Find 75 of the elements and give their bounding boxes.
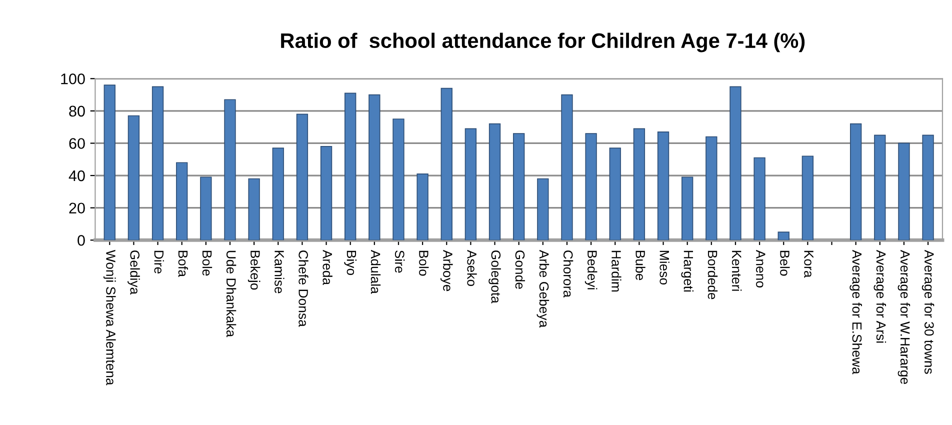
bar bbox=[585, 133, 597, 240]
y-tick-label: 0 bbox=[78, 234, 85, 246]
x-tick-label: Average for 30 towns bbox=[922, 250, 934, 374]
bar bbox=[561, 94, 573, 240]
bar bbox=[392, 118, 404, 240]
x-tick-label: Arbe Gebeya bbox=[536, 250, 550, 328]
x-tick-label: Sire bbox=[394, 250, 405, 273]
bar bbox=[681, 176, 694, 240]
bar bbox=[488, 123, 501, 240]
bar bbox=[706, 136, 718, 240]
bar bbox=[320, 146, 332, 240]
x-tick-label: Areda bbox=[322, 250, 332, 286]
bar bbox=[850, 123, 862, 240]
x-tick-label: Ude Dhankaka bbox=[226, 250, 236, 338]
x-tick-label: Dire bbox=[154, 250, 164, 274]
x-tick-label: Aneno bbox=[756, 250, 766, 288]
bar bbox=[464, 128, 477, 240]
bar bbox=[176, 162, 188, 240]
x-tick-label: Chorora bbox=[563, 250, 574, 298]
x-tick-label: Bube bbox=[636, 250, 646, 280]
x-tick-label: Bekejo bbox=[248, 250, 260, 290]
y-tick-label: 20 bbox=[69, 202, 85, 214]
x-tick-label: Kamise bbox=[274, 250, 284, 294]
y-tick-label: 60 bbox=[69, 138, 85, 149]
bar bbox=[272, 148, 284, 240]
x-tick-label: Bordede bbox=[708, 250, 718, 300]
bar bbox=[296, 114, 308, 240]
x-tick-label: Gonde bbox=[515, 250, 525, 289]
x-tick-label: Bole bbox=[202, 250, 212, 276]
bar bbox=[368, 94, 380, 240]
bar bbox=[513, 133, 525, 240]
bar bbox=[104, 84, 116, 240]
x-tick-label: Biyo bbox=[344, 250, 356, 275]
x-tick-label: Bofa bbox=[178, 250, 188, 277]
x-tick-label: Arboye bbox=[440, 250, 453, 292]
bar bbox=[802, 156, 814, 240]
bar bbox=[874, 134, 886, 240]
x-tick-label: Kora bbox=[804, 250, 814, 278]
x-tick-label: Mieso bbox=[660, 250, 670, 284]
x-tick-label: Average for E.Shewa bbox=[850, 250, 862, 374]
x-tick-label: Kenteri bbox=[732, 250, 742, 291]
bar bbox=[657, 132, 670, 240]
y-tick-label: 80 bbox=[69, 106, 85, 117]
bar bbox=[128, 115, 140, 240]
x-tick-label: Adulala bbox=[370, 250, 381, 294]
x-tick-label: Hardim bbox=[612, 250, 622, 292]
x-tick-label: Bedeyi bbox=[584, 250, 598, 290]
bar bbox=[754, 157, 766, 240]
bar bbox=[248, 178, 260, 240]
y-tick-label: 100 bbox=[61, 73, 85, 84]
bar bbox=[609, 148, 621, 240]
x-tick-label: Average for W.Hararge bbox=[898, 250, 910, 384]
bar bbox=[344, 92, 356, 240]
x-tick-label: Wonji Shewa Alemtena bbox=[103, 250, 116, 386]
bar bbox=[224, 99, 236, 240]
bar bbox=[152, 86, 164, 240]
x-tick-label: Aseko bbox=[467, 250, 477, 286]
bar bbox=[200, 176, 212, 240]
x-tick-label: Geldiya bbox=[128, 250, 140, 295]
bar bbox=[416, 173, 428, 240]
y-tick-label: 40 bbox=[68, 170, 85, 182]
x-tick-label: Average for Arsi bbox=[874, 250, 886, 343]
bar bbox=[730, 86, 742, 240]
x-tick-label: Bolo bbox=[419, 250, 429, 276]
bar bbox=[898, 142, 910, 240]
bar bbox=[922, 134, 934, 240]
x-tick-label: Belo bbox=[780, 250, 790, 276]
bar bbox=[440, 88, 452, 240]
bar bbox=[633, 128, 646, 240]
bar bbox=[778, 232, 790, 240]
chart-title: Ratio of school attendance for Children Age 7-14 (%) bbox=[281, 32, 805, 52]
x-tick-label: Hargeti bbox=[681, 250, 694, 292]
bar bbox=[537, 178, 549, 240]
x-tick-label: Golegota bbox=[488, 250, 501, 304]
x-tick-label: Chefe Donsa bbox=[298, 250, 308, 327]
